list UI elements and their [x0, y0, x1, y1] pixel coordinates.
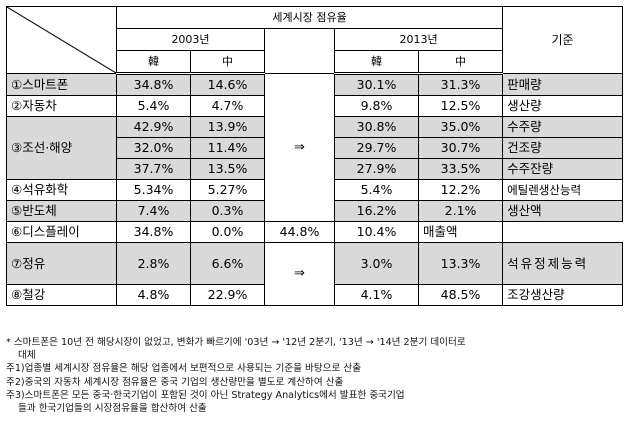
header-basis: 기준	[502, 6, 624, 74]
china-2003-cell: 14.6%	[190, 73, 265, 96]
china-2003-cell: 0.3%	[190, 200, 265, 222]
diagonal-line	[7, 7, 116, 73]
china-2003-cell: 11.4%	[190, 137, 265, 159]
basis-cell: 석유정제능력	[502, 242, 624, 285]
korea-2013-cell: 44.8%	[264, 221, 335, 243]
footnotes: * 스마트폰은 10년 전 해당시장이 없었고, 변화가 빠르기에 '03년 →…	[6, 336, 622, 415]
korea-2013-cell: 30.1%	[334, 73, 419, 96]
china-2003-cell: 6.6%	[190, 242, 265, 285]
korea-2013-cell: 9.8%	[334, 95, 419, 117]
korea-2003-cell: 34.8%	[116, 73, 191, 96]
table-row: 37.7% 13.5% 27.9% 33.5% 수주잔량	[7, 158, 624, 180]
table-row: ⑧철강 4.8% 22.9% 4.1% 48.5% 조강생산량	[6, 284, 624, 306]
table-row: 32.0% 11.4% 29.7% 30.7% 건조량	[7, 137, 624, 159]
item-cell: ③조선·해양	[6, 116, 117, 180]
korea-2003-cell: 42.9%	[116, 116, 191, 138]
header-korea-2003: 韓	[116, 50, 191, 75]
header-corner-cell	[6, 6, 117, 74]
basis-cell: 에틸렌생산능력	[502, 179, 624, 201]
header-china-2003: 中	[190, 50, 265, 75]
basis-cell: 생산액	[502, 200, 624, 222]
korea-2003-cell: 34.8%	[116, 221, 191, 243]
korea-2013-cell: 16.2%	[334, 200, 419, 222]
basis-cell: 생산량	[502, 95, 624, 117]
korea-2013-cell: 5.4%	[334, 179, 419, 201]
china-2013-cell: 13.3%	[417, 242, 504, 285]
item-cell: ①스마트폰	[6, 73, 117, 96]
korea-2003-cell: 37.7%	[116, 158, 191, 180]
basis-cell: 판매량	[502, 73, 624, 96]
china-2013-cell: 10.4%	[334, 221, 419, 243]
china-2003-cell: 22.9%	[190, 284, 265, 306]
korea-2013-cell: 4.1%	[334, 284, 419, 306]
korea-2013-cell: 30.8%	[334, 116, 419, 138]
china-2003-cell: 4.7%	[190, 95, 265, 117]
table-row: ⑤반도체 7.4% 0.3% 16.2% 2.1% 생산액	[6, 200, 624, 222]
footnote-smartphone: * 스마트폰은 10년 전 해당시장이 없었고, 변화가 빠르기에 '03년 →…	[6, 337, 466, 348]
item-cell: ②자동차	[6, 95, 117, 117]
china-2013-cell: 33.5%	[417, 158, 504, 180]
item-cell: ④석유화학	[6, 179, 117, 201]
basis-cell: 매출액	[417, 221, 504, 243]
item-cell: ⑦정유	[6, 242, 117, 285]
basis-cell: 수주잔량	[502, 158, 624, 180]
korea-2013-cell: 29.7%	[334, 137, 419, 159]
korea-2013-cell: 3.0%	[334, 242, 419, 285]
footnote-3-cont: 들과 한국기업들의 시장점유율을 합산하여 산출	[18, 403, 207, 415]
header-year-2003: 2003년	[116, 28, 265, 51]
table-row: ⑥디스플레이 34.8% 0.0% 44.8% 10.4% 매출액	[6, 221, 623, 243]
arrow-cell: ⇒	[264, 73, 335, 222]
item-cell: ⑧철강	[6, 284, 117, 306]
china-2003-cell: 0.0%	[190, 221, 265, 243]
arrow-cell: ⇒	[264, 242, 335, 306]
korea-2003-cell: 32.0%	[116, 137, 191, 159]
china-2013-cell: 31.3%	[417, 73, 504, 96]
korea-2003-cell: 7.4%	[116, 200, 191, 222]
table-row: ②자동차 5.4% 4.7% 9.8% 12.5% 생산량	[6, 95, 624, 117]
china-2013-cell: 12.2%	[417, 179, 504, 201]
china-2003-cell: 13.9%	[190, 116, 265, 138]
china-2013-cell: 12.5%	[417, 95, 504, 117]
china-2013-cell: 2.1%	[417, 200, 504, 222]
footnote-smartphone-cont: 대체	[18, 350, 36, 362]
china-2013-cell: 35.0%	[417, 116, 504, 138]
korea-2003-cell: 4.8%	[116, 284, 191, 306]
china-2003-cell: 5.27%	[190, 179, 265, 201]
basis-cell: 조강생산량	[502, 284, 624, 306]
basis-cell: 수주량	[502, 116, 624, 138]
footnote-2: 주2)중국의 자동차 세계시장 점유율은 중국 기업의 생산량만을 별도로 계산…	[6, 376, 344, 388]
item-cell: ⑤반도체	[6, 200, 117, 222]
china-2003-cell: 13.5%	[190, 158, 265, 180]
item-cell: ⑥디스플레이	[6, 221, 117, 243]
footnote-3: 주3)스마트폰은 모든 중국·한국기업이 포함된 것이 아닌 Strategy …	[6, 389, 405, 401]
table-row: ①스마트폰 34.8% 14.6% ⇒ 30.1% 31.3% 판매량	[6, 73, 624, 222]
header-china-2013: 中	[417, 50, 504, 75]
basis-cell: 건조량	[502, 137, 624, 159]
footnote-1: 주1)업종별 세계시장 점유율은 해당 업종에서 보편적으로 사용되는 기준을 …	[6, 363, 362, 375]
korea-2003-cell: 5.4%	[116, 95, 191, 117]
korea-2013-cell: 27.9%	[334, 158, 419, 180]
china-2013-cell: 30.7%	[417, 137, 504, 159]
table-row: ③조선·해양 42.9% 13.9% 30.8% 35.0% 수주량	[6, 116, 624, 180]
china-2013-cell: 48.5%	[417, 284, 504, 306]
header-market-share: 세계시장 점유율	[115, 6, 504, 29]
header-korea-2013: 韓	[334, 50, 419, 75]
korea-2003-cell: 5.34%	[116, 179, 191, 201]
market-share-table: 세계시장 점유율 기준 2003년 2013년 韓 中 韓 中 ①스마트폰 34…	[6, 6, 624, 306]
table-row: ⑦정유 2.8% 6.6% ⇒ 3.0% 13.3% 석유정제능력	[6, 242, 624, 306]
header-arrow-spacer	[264, 28, 335, 74]
header-year-2013: 2013년	[333, 28, 504, 51]
korea-2003-cell: 2.8%	[116, 242, 191, 285]
